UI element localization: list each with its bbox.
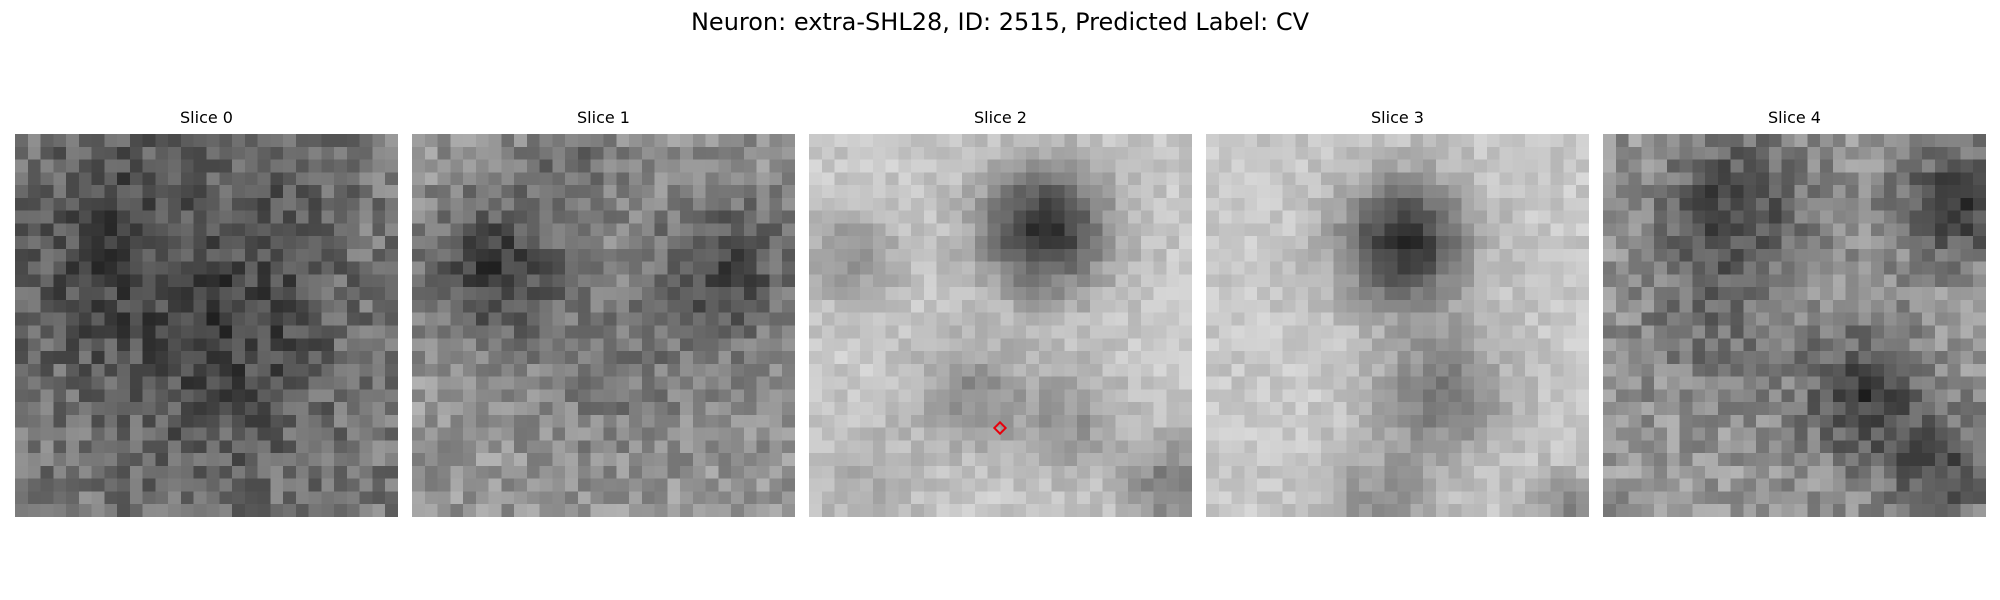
slice-panel-3: Slice 3 xyxy=(1206,108,1589,517)
slice-panel-2: Slice 2 xyxy=(809,108,1192,517)
slice-image-0 xyxy=(15,134,398,517)
figure-title: Neuron: extra-SHL28, ID: 2515, Predicted… xyxy=(690,8,1310,36)
slice-title-0: Slice 0 xyxy=(180,108,233,127)
slice-title-2: Slice 2 xyxy=(974,108,1027,127)
slice-title-1: Slice 1 xyxy=(577,108,630,127)
slice-image-1 xyxy=(412,134,795,517)
slice-title-3: Slice 3 xyxy=(1371,108,1424,127)
slice-image-2 xyxy=(809,134,1192,517)
slice-panel-1: Slice 1 xyxy=(412,108,795,517)
slice-title-4: Slice 4 xyxy=(1768,108,1821,127)
slice-panel-0: Slice 0 xyxy=(15,108,398,517)
slice-panel-4: Slice 4 xyxy=(1603,108,1986,517)
slice-image-4 xyxy=(1603,134,1986,517)
slice-image-3 xyxy=(1206,134,1589,517)
